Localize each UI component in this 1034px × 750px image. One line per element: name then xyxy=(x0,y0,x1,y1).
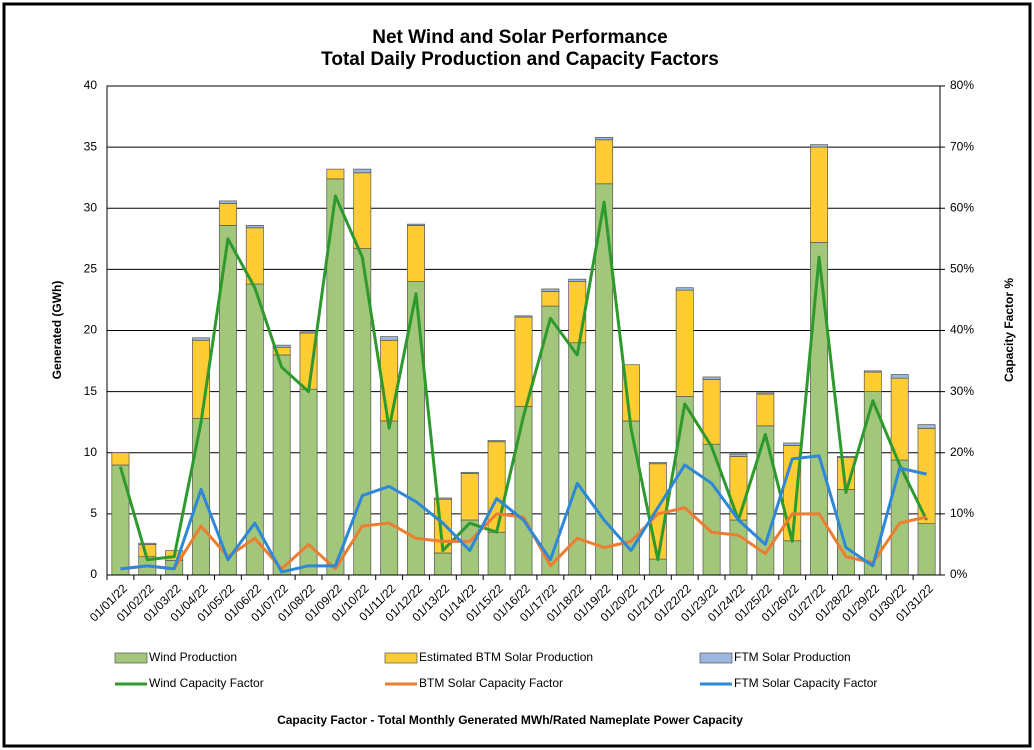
y2-tick-label: 80% xyxy=(950,78,974,92)
bar-segment xyxy=(675,289,694,397)
y-tick-label: 40 xyxy=(84,78,98,92)
legend-label: Wind Capacity Factor xyxy=(149,676,264,690)
line-series xyxy=(120,506,927,571)
y-tick-label: 35 xyxy=(84,139,98,153)
y-tick-label: 30 xyxy=(84,200,98,214)
legend-swatch xyxy=(699,652,733,664)
bar-segment xyxy=(433,497,452,500)
bar-segment xyxy=(111,464,130,576)
bar-segment xyxy=(380,420,399,576)
footnote: Capacity Factor - Total Monthly Generate… xyxy=(277,713,743,727)
bar-segment xyxy=(299,331,318,334)
bar-segment xyxy=(756,392,775,395)
bar-segment xyxy=(192,418,210,576)
bar-segment xyxy=(783,442,802,446)
y2-axis-title: Capacity Factor % xyxy=(1002,278,1016,382)
bar-segment xyxy=(541,305,560,576)
bar-segment xyxy=(218,200,237,204)
bar-segment xyxy=(460,473,479,521)
y-tick-label: 5 xyxy=(90,506,97,520)
bar-segment xyxy=(272,354,291,576)
y2-tick-label: 20% xyxy=(950,445,974,459)
legend-label: BTM Solar Capacity Factor xyxy=(419,676,563,690)
y2-tick-label: 60% xyxy=(950,200,974,214)
bar-segment xyxy=(729,519,748,576)
line-series xyxy=(120,454,927,574)
bar-segment xyxy=(595,139,614,185)
bar-segment xyxy=(407,223,425,226)
y-tick-label: 15 xyxy=(84,384,98,398)
y2-tick-label: 50% xyxy=(950,262,974,276)
bar-segment xyxy=(863,371,882,392)
bar-segment xyxy=(675,396,694,576)
y-tick-label: 20 xyxy=(84,323,98,337)
bar-segment xyxy=(595,136,614,141)
bar-segment xyxy=(675,287,694,291)
bar-segment xyxy=(810,146,829,243)
bar-segment xyxy=(487,531,506,576)
line-series xyxy=(118,194,928,562)
bar-segment xyxy=(514,405,533,576)
y2-tick-label: 40% xyxy=(950,323,974,337)
bar-segment xyxy=(917,424,936,429)
legend-label: Estimated BTM Solar Production xyxy=(419,650,593,664)
bar-segment xyxy=(407,225,425,282)
bar-segment xyxy=(299,388,318,576)
legend-label: FTM Solar Production xyxy=(734,650,851,664)
bar-segment xyxy=(353,172,372,249)
bar-segment xyxy=(648,558,667,576)
bar-segment xyxy=(890,374,909,379)
plot-border xyxy=(106,85,941,576)
bar-segment xyxy=(353,168,372,174)
chart-title: Net Wind and Solar Performance xyxy=(372,27,667,48)
y2-tick-label: 30% xyxy=(950,384,974,398)
bar-segment xyxy=(837,456,855,458)
y2-tick-label: 70% xyxy=(950,139,974,153)
legend-swatch xyxy=(384,652,418,664)
bar-segment xyxy=(541,291,560,307)
bar-segment xyxy=(541,288,560,292)
bar-segment xyxy=(218,203,237,226)
legend-swatch xyxy=(114,652,148,664)
y-tick-label: 0 xyxy=(90,567,97,581)
y-axis-title: Generated (GWh) xyxy=(50,281,64,380)
bar-segment xyxy=(568,278,587,282)
y-tick-label: 10 xyxy=(84,445,98,459)
bar-segment xyxy=(756,393,775,427)
bar-segment xyxy=(917,523,936,576)
bar-segment xyxy=(863,370,882,373)
bar-segment xyxy=(326,168,345,180)
legend-label: Wind Production xyxy=(149,650,237,664)
bar-segment xyxy=(729,453,748,457)
y-tick-label: 25 xyxy=(84,262,98,276)
bar-segment xyxy=(783,540,802,576)
bar-segment xyxy=(433,552,452,576)
bar-segment xyxy=(380,336,399,341)
bar-segment xyxy=(460,471,479,474)
y2-tick-label: 10% xyxy=(950,506,974,520)
bar-segment xyxy=(245,225,264,229)
bar-segment xyxy=(487,440,506,443)
bar-segment xyxy=(514,315,533,318)
chart-subtitle: Total Daily Production and Capacity Fact… xyxy=(321,49,719,70)
bar-segment xyxy=(138,542,157,545)
legend-label: FTM Solar Capacity Factor xyxy=(734,676,877,690)
y2-tick-label: 0% xyxy=(950,567,968,581)
bar-segment xyxy=(648,462,667,465)
bar-segment xyxy=(111,452,130,466)
bar-segment xyxy=(702,376,721,380)
bar-segment xyxy=(192,337,210,341)
bar-segment xyxy=(810,144,829,148)
